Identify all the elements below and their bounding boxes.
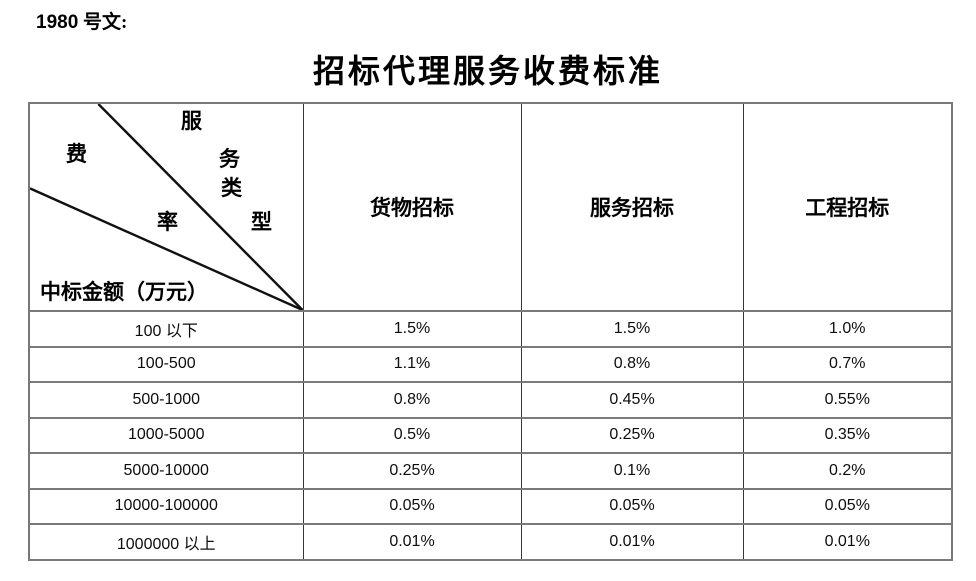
table-row: 1000-5000 0.5% 0.25% 0.35% — [28, 416, 953, 454]
doc-reference-label: 号文: — [78, 12, 128, 33]
table-row: 1000000 以上 0.01% 0.01% 0.01% — [28, 523, 953, 561]
amount-range-cell: 5000-10000 — [28, 452, 304, 490]
column-header-service: 服务招标 — [520, 102, 744, 312]
doc-reference: 1980 号文: — [36, 7, 127, 34]
corner-service-type-char: 型 — [251, 210, 272, 234]
corner-fee-rate-char: 率 — [157, 210, 178, 234]
amount-range-cell: 1000-5000 — [28, 416, 304, 454]
amount-range-cell: 10000-100000 — [28, 487, 304, 525]
rate-cell: 0.01% — [742, 523, 953, 561]
rate-cell: 0.25% — [520, 416, 744, 454]
table-row: 100-500 1.1% 0.8% 0.7% — [28, 345, 953, 383]
rate-cell: 1.0% — [742, 310, 953, 348]
amount-range-cell: 100-500 — [28, 345, 304, 383]
rate-cell: 1.1% — [302, 345, 522, 383]
rate-cell: 0.35% — [742, 416, 953, 454]
rate-cell: 0.8% — [302, 381, 522, 419]
table-row: 5000-10000 0.25% 0.1% 0.2% — [28, 452, 953, 490]
amount-range-cell: 1000000 以上 — [28, 523, 304, 561]
table-row: 500-1000 0.8% 0.45% 0.55% — [28, 381, 953, 419]
rate-cell: 0.55% — [742, 381, 953, 419]
corner-service-type-char: 类 — [221, 176, 242, 200]
corner-fee-rate-char: 费 — [66, 142, 87, 166]
rate-cell: 0.05% — [302, 487, 522, 525]
rate-cell: 0.5% — [302, 416, 522, 454]
rate-cell: 0.05% — [742, 487, 953, 525]
rate-cell: 1.5% — [302, 310, 522, 348]
amount-range-cell: 500-1000 — [28, 381, 304, 419]
diagonal-divider-lines — [30, 104, 303, 310]
rate-cell: 0.7% — [742, 345, 953, 383]
rate-cell: 0.01% — [302, 523, 522, 561]
table-row: 100 以下 1.5% 1.5% 1.0% — [28, 310, 953, 348]
corner-service-type-char: 服 — [181, 109, 202, 133]
diagonal-header-cell: 服 务 类 型 费 率 中标金额（万元） — [28, 102, 304, 312]
doc-reference-number: 1980 — [36, 12, 79, 33]
rate-cell: 0.2% — [742, 452, 953, 490]
rate-cell: 0.05% — [520, 487, 744, 525]
column-header-goods: 货物招标 — [302, 102, 522, 312]
rate-cell: 0.8% — [520, 345, 744, 383]
rate-cell: 0.25% — [302, 452, 522, 490]
table-header-row: 服 务 类 型 费 率 中标金额（万元） 货物招标 服务招标 工程招标 — [28, 102, 953, 312]
fee-standard-table: 服 务 类 型 费 率 中标金额（万元） 货物招标 服务招标 工程招标 100 … — [28, 102, 953, 561]
table-row: 10000-100000 0.05% 0.05% 0.05% — [28, 487, 953, 525]
page-title: 招标代理服务收费标准 — [312, 53, 663, 89]
rate-cell: 0.01% — [520, 523, 744, 561]
rate-cell: 0.1% — [520, 452, 744, 490]
amount-range-cell: 100 以下 — [28, 310, 304, 348]
rate-cell: 0.45% — [520, 381, 744, 419]
corner-row-axis-label: 中标金额（万元） — [40, 280, 208, 304]
column-header-project: 工程招标 — [742, 102, 953, 312]
corner-service-type-char: 务 — [219, 147, 240, 171]
rate-cell: 1.5% — [520, 310, 744, 348]
